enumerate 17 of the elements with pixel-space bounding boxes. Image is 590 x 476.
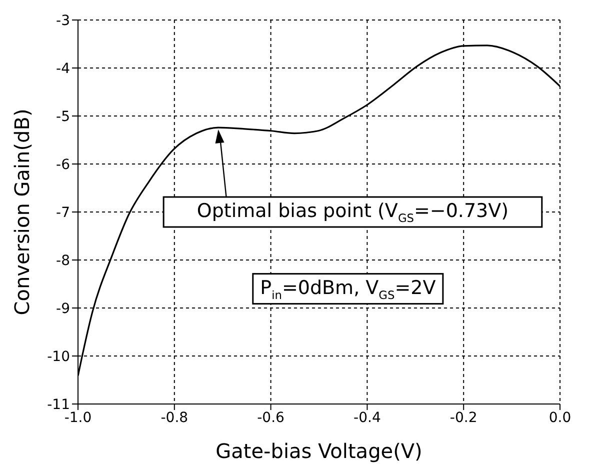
y-tick-label: -5 [56,108,70,125]
y-tick-label: -7 [56,204,70,221]
annotation: Optimal bias point (V$_{GS}$=−0.73V) [196,200,509,226]
x-axis-title: Gate-bias Voltage(V) [216,439,422,463]
x-tick-label: -0.6 [257,410,285,426]
y-tick-label: -8 [56,252,70,269]
x-tick-label: 0.0 [548,410,572,426]
y-tick-label: -4 [56,60,70,77]
y-axis-title: Conversion Gain(dB) [10,108,34,316]
annotation: P$_{in}$=0dBm, V$_{GS}$=2V [260,276,436,302]
x-tick-label: -0.2 [450,410,478,426]
y-tick-label: -6 [56,156,70,173]
y-tick-label: -3 [56,12,70,29]
x-tick-label: -0.8 [160,410,188,426]
x-tick-label: -0.4 [354,410,381,426]
y-tick-label: -9 [56,300,70,317]
y-tick-label: -10 [47,348,70,365]
